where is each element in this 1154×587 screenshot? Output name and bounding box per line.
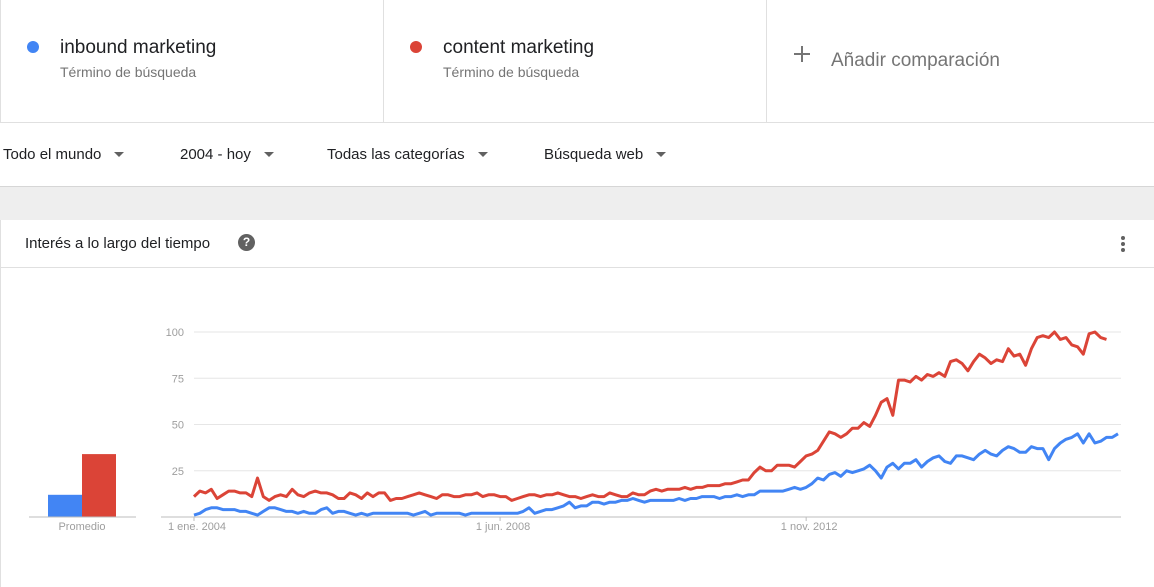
interest-chart: 25 50 75 100 1 ene. 2004 1 jun. 2008 1 nov. 20… — [29, 327, 1121, 533]
interest-over-time-panel: Interés a lo largo del tiempo ? 25 50 75 10… — [0, 220, 1154, 587]
series-line-inbound-marketing — [193, 432, 1119, 517]
more-vert-icon[interactable] — [1120, 236, 1126, 254]
y-tick-label: 75 — [172, 373, 184, 385]
x-tick-label: 1 jun. 2008 — [476, 521, 530, 533]
series-line-content-marketing — [192, 330, 1107, 502]
search-type-label: Búsqueda web — [544, 146, 644, 163]
term-type-label: Término de búsqueda — [60, 64, 197, 80]
category-dropdown[interactable]: Todas las categorías — [327, 146, 488, 163]
series-color-dot — [410, 41, 422, 53]
x-tick-label: 1 nov. 2012 — [781, 521, 838, 533]
average-bar-content-marketing — [82, 454, 116, 517]
time-range-dropdown[interactable]: 2004 - hoy — [180, 146, 274, 163]
term-card-inbound-marketing[interactable]: inbound marketing Término de búsqueda — [0, 0, 383, 123]
time-range-label: 2004 - hoy — [180, 146, 251, 163]
term-name: inbound marketing — [60, 37, 217, 58]
plus-icon — [793, 45, 811, 63]
average-label: Promedio — [58, 521, 105, 533]
filter-bar: Todo el mundo 2004 - hoy Todas las categ… — [0, 123, 1154, 187]
section-divider — [0, 187, 1154, 220]
average-bar-inbound-marketing — [48, 494, 82, 517]
category-label: Todas las categorías — [327, 146, 465, 163]
caret-down-icon — [263, 152, 274, 157]
panel-title: Interés a lo largo del tiempo — [25, 235, 211, 252]
comparison-bar: inbound marketing Término de búsqueda co… — [0, 0, 1154, 123]
add-comparison-label: Añadir comparación — [831, 50, 1000, 71]
panel-header: Interés a lo largo del tiempo ? — [1, 220, 1154, 268]
caret-down-icon — [656, 152, 667, 157]
series-color-dot — [27, 41, 39, 53]
y-tick-label: 50 — [172, 420, 184, 432]
y-tick-label: 25 — [172, 466, 184, 478]
term-name: content marketing — [443, 37, 595, 58]
caret-down-icon — [477, 152, 488, 157]
caret-down-icon — [114, 152, 125, 157]
region-dropdown[interactable]: Todo el mundo — [3, 146, 125, 163]
add-comparison-button[interactable]: Añadir comparación — [766, 0, 1154, 123]
term-type-label: Término de búsqueda — [443, 64, 580, 80]
term-card-content-marketing[interactable]: content marketing Término de búsqueda — [383, 0, 766, 123]
region-label: Todo el mundo — [3, 146, 102, 163]
y-tick-label: 100 — [166, 327, 184, 339]
search-type-dropdown[interactable]: Búsqueda web — [544, 146, 667, 163]
help-icon[interactable]: ? — [238, 234, 255, 251]
x-tick-label: 1 ene. 2004 — [168, 521, 226, 533]
